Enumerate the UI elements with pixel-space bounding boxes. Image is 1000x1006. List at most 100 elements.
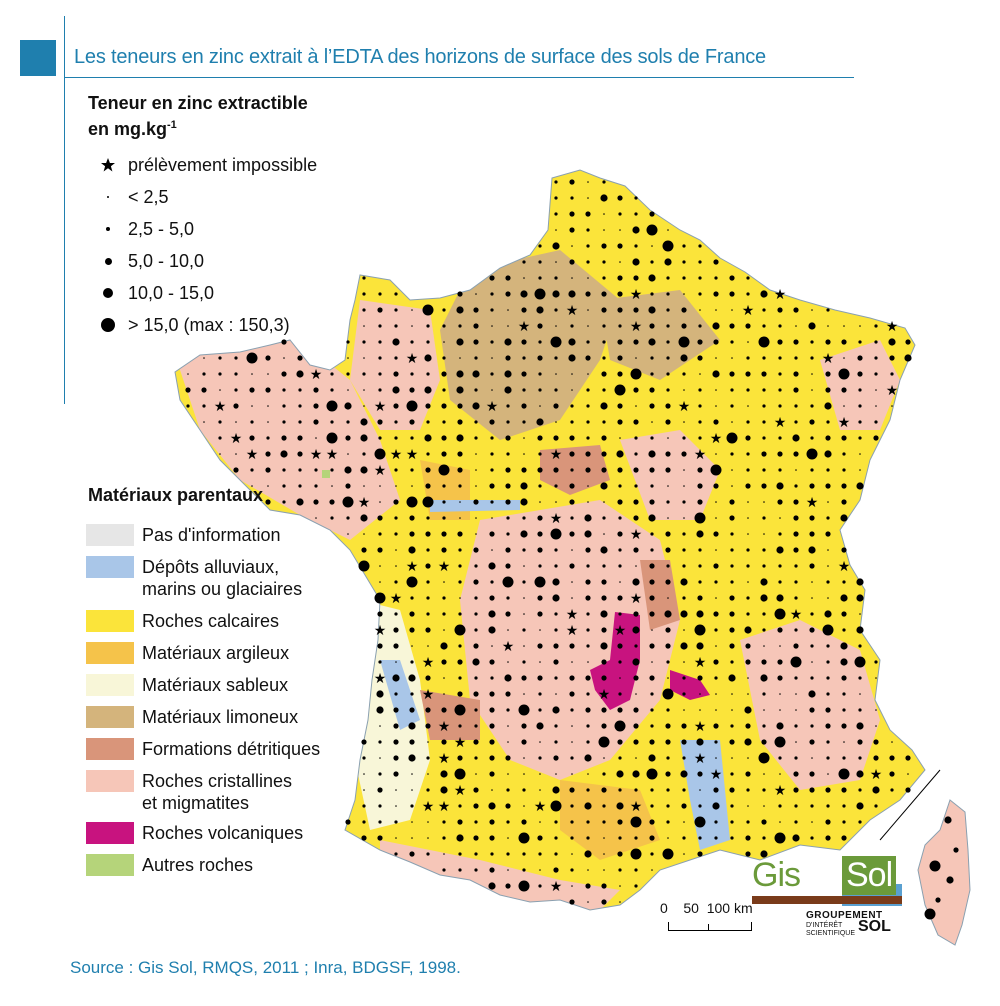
sample-dot	[523, 613, 525, 615]
sample-dot	[441, 547, 447, 553]
sample-dot	[550, 800, 562, 812]
sample-dot	[406, 576, 418, 588]
sample-dot	[714, 820, 718, 824]
sample-dot	[889, 755, 895, 761]
sample-dot	[489, 595, 495, 601]
sample-dot	[618, 836, 622, 840]
sample-dot	[362, 820, 366, 824]
sample-dot	[678, 336, 690, 348]
sample-dot	[552, 786, 560, 794]
sample-dot	[491, 645, 493, 647]
sample-dot	[842, 756, 846, 760]
sample-dot	[843, 325, 845, 327]
sample-dot	[666, 564, 670, 568]
source-note: Source : Gis Sol, RMQS, 2011 ; Inra, BDG…	[70, 958, 461, 977]
sample-dot	[554, 820, 558, 824]
sample-dot	[250, 468, 254, 472]
sample-dot	[600, 610, 608, 618]
sample-dot	[811, 661, 813, 663]
sample-dot	[411, 773, 413, 775]
sample-dot	[506, 788, 510, 792]
sample-dot	[347, 357, 349, 359]
region-crystalline-massif-central	[460, 500, 680, 780]
sample-dot	[585, 467, 591, 473]
sample-dot	[472, 658, 480, 666]
sample-dot	[762, 836, 766, 840]
sample-dot	[537, 611, 543, 617]
sample-dot	[440, 642, 448, 650]
sample-dot	[712, 802, 720, 810]
sample-dot	[666, 308, 670, 312]
sample-dot	[683, 821, 685, 823]
sample-dot	[811, 309, 813, 311]
sample-dot	[410, 596, 414, 600]
sample-dot	[539, 789, 541, 791]
sample-dot	[553, 435, 559, 441]
sample-dot	[523, 565, 525, 567]
sample-dot	[730, 724, 734, 728]
sample-dot	[715, 405, 717, 407]
sample-dot	[586, 436, 590, 440]
sample-dot	[552, 578, 560, 586]
sample-dot	[648, 306, 656, 314]
sample-dot	[203, 421, 205, 423]
sample-impossible-star: ★	[566, 606, 579, 622]
sample-dot	[473, 307, 479, 313]
color-swatch	[86, 556, 134, 578]
title-vertical-rule	[64, 16, 65, 404]
sample-dot	[554, 276, 558, 280]
sample-dot	[441, 659, 447, 665]
sample-dot	[489, 755, 495, 761]
sample-dot	[744, 706, 752, 714]
sample-dot	[745, 771, 751, 777]
materials-legend-item: Matériaux sableux	[86, 674, 288, 696]
sample-dot	[697, 467, 703, 473]
sample-dot	[539, 741, 541, 743]
sample-dot	[411, 789, 413, 791]
sample-dot	[505, 291, 511, 297]
sample-dot	[713, 259, 719, 265]
sample-dot	[586, 564, 590, 568]
sample-dot	[330, 516, 334, 520]
sample-dot	[586, 692, 590, 696]
sample-dot	[281, 339, 287, 345]
sample-dot	[763, 645, 765, 647]
sample-dot	[442, 500, 446, 504]
sample-dot	[698, 564, 702, 568]
sample-dot	[249, 435, 255, 441]
sample-dot	[378, 324, 382, 328]
sample-dot	[665, 547, 671, 553]
sample-dot	[792, 834, 800, 842]
sample-dot	[360, 514, 368, 522]
sample-dot	[187, 373, 189, 375]
sample-dot-corsica	[946, 876, 954, 884]
sample-dot	[619, 885, 621, 887]
sample-dot	[424, 354, 432, 362]
sample-dot	[778, 388, 782, 392]
sample-dot	[457, 755, 463, 761]
sample-dot	[246, 352, 258, 364]
sample-dot	[361, 739, 367, 745]
sample-dot	[298, 484, 302, 488]
sample-dot	[537, 467, 543, 473]
sample-dot	[602, 276, 606, 280]
sample-dot	[745, 659, 751, 665]
color-swatch	[86, 770, 134, 792]
sample-dot	[538, 708, 542, 712]
sample-dot	[699, 373, 701, 375]
sample-dot	[218, 420, 222, 424]
sample-dot	[571, 597, 573, 599]
sample-dot	[713, 787, 719, 793]
sample-dot	[630, 816, 642, 828]
sample-impossible-star: ★	[630, 526, 643, 542]
sample-impossible-star: ★	[678, 398, 691, 414]
sample-dot	[426, 420, 430, 424]
sample-dot	[534, 576, 546, 588]
sample-dot	[570, 820, 574, 824]
sample-dot	[682, 788, 686, 792]
sample-dot	[806, 448, 818, 460]
sample-dot	[662, 848, 674, 860]
sample-dot	[506, 516, 510, 520]
region-argileux-south	[560, 780, 660, 860]
